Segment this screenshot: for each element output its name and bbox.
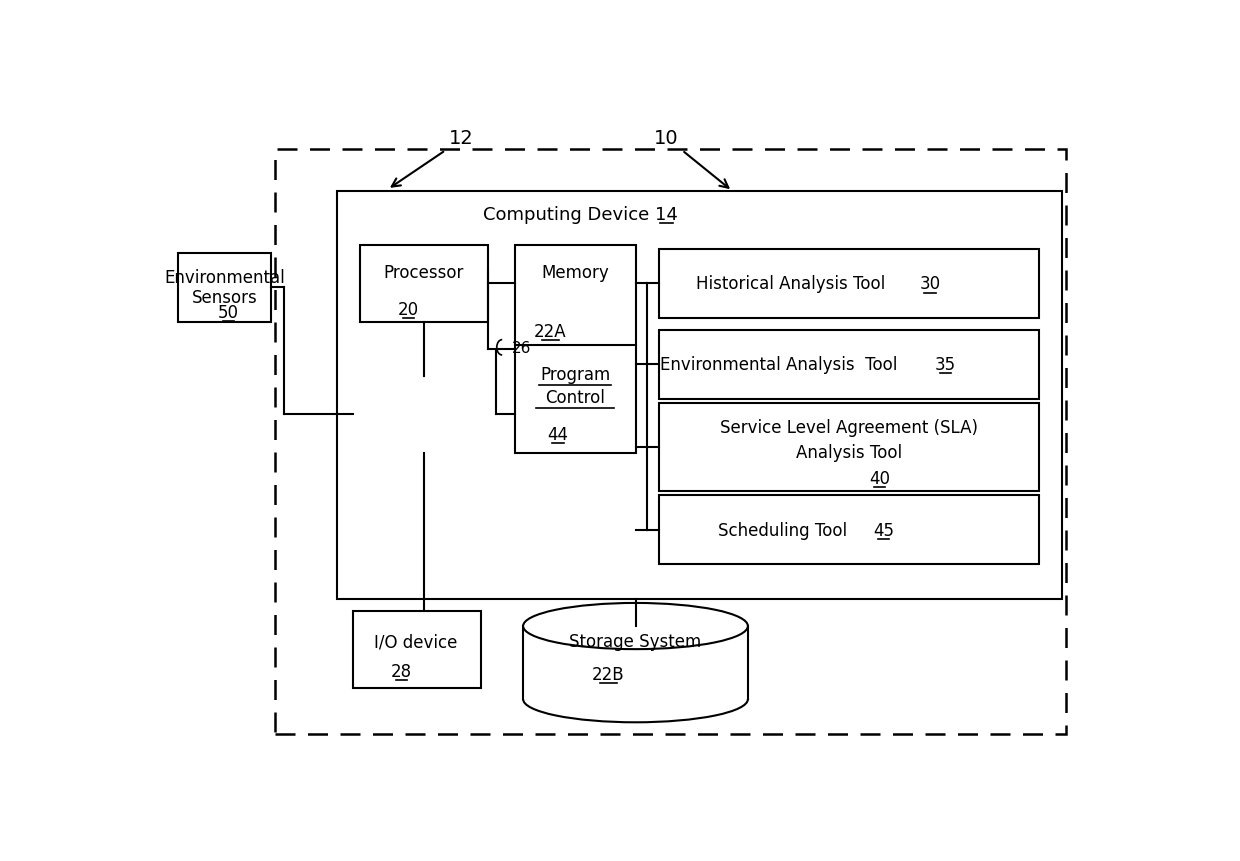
Text: 12: 12 (449, 128, 474, 147)
Text: 35: 35 (935, 356, 956, 374)
Bar (658, 403, 1039, 492)
Text: Memory: Memory (541, 263, 609, 282)
Text: 10: 10 (655, 128, 678, 147)
Text: 50: 50 (218, 304, 239, 321)
Text: 30: 30 (919, 275, 941, 293)
Text: Scheduling Tool: Scheduling Tool (718, 521, 847, 539)
Bar (352, 611, 481, 688)
Bar (361, 245, 489, 323)
Bar (275, 150, 1065, 734)
Bar (658, 496, 1039, 565)
Bar (179, 253, 272, 323)
Text: I/O device: I/O device (374, 633, 458, 651)
Text: 22A: 22A (534, 323, 567, 341)
Text: 26: 26 (511, 340, 531, 356)
Text: Environmental: Environmental (165, 269, 285, 287)
Text: Analysis Tool: Analysis Tool (796, 443, 901, 461)
Bar (658, 331, 1039, 400)
Text: 14: 14 (655, 206, 678, 224)
Text: Service Level Agreement (SLA): Service Level Agreement (SLA) (719, 419, 977, 437)
Text: Control: Control (546, 389, 605, 407)
Ellipse shape (523, 604, 748, 649)
Text: Historical Analysis Tool: Historical Analysis Tool (696, 275, 885, 293)
Bar (337, 192, 1061, 599)
Text: Computing Device: Computing Device (482, 206, 649, 224)
Bar (658, 250, 1039, 319)
Text: 45: 45 (873, 521, 894, 539)
Text: Environmental Analysis  Tool: Environmental Analysis Tool (660, 356, 898, 374)
Text: Sensors: Sensors (192, 289, 258, 307)
Text: Processor: Processor (383, 263, 464, 282)
Text: 44: 44 (548, 425, 568, 443)
Text: 20: 20 (398, 300, 419, 319)
Text: Storage System: Storage System (569, 633, 702, 651)
Text: 40: 40 (869, 469, 890, 487)
Bar (516, 245, 635, 453)
Text: 28: 28 (391, 662, 412, 680)
Text: Program: Program (539, 366, 610, 384)
Bar (523, 626, 748, 699)
Text: 22B: 22B (591, 665, 625, 683)
